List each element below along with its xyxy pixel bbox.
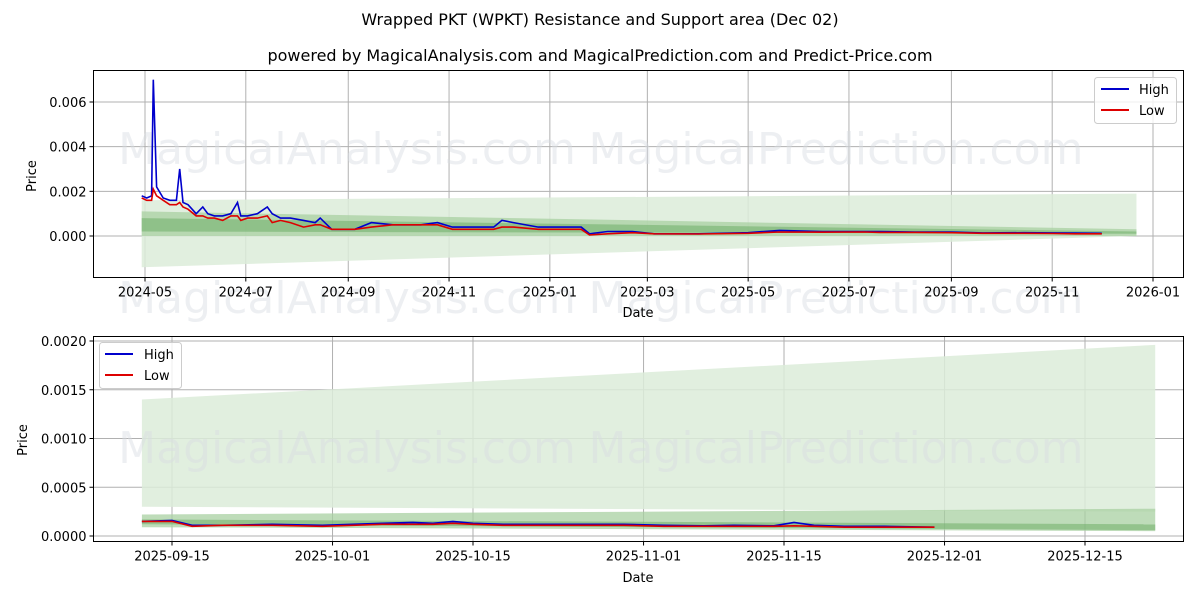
x-tick-label: 2025-12-15 [1047,550,1123,565]
bottom-y-axis-label: Price [16,424,31,456]
y-tick-label: 0.006 [49,96,86,111]
bottom-high-line [141,519,935,528]
y-tick-label: 0.0010 [41,433,87,448]
watermark-prediction: MagicalPrediction.com [589,124,1084,175]
x-tick-label: 2026-01 [1126,286,1180,301]
watermark-analysis: MagicalAnalysis.com [118,124,576,175]
top-legend-high-label: High [1139,83,1169,98]
bottom-watermarks: MagicalAnalysis.com MagicalPrediction.co… [118,423,1083,474]
x-tick-label: 2024-11 [422,286,476,301]
x-tick-label: 2025-10-01 [295,550,371,565]
y-tick-label: 0.0020 [41,335,87,350]
watermark-analysis-lower: MagicalAnalysis.com [118,273,576,324]
x-tick-label: 2025-12-01 [907,550,983,565]
x-tick-label: 2025-03 [620,286,674,301]
x-tick-label: 2025-09-15 [134,550,210,565]
top-watermarks: MagicalAnalysis.com MagicalPrediction.co… [118,124,1083,324]
x-tick-label: 2025-10-15 [435,550,511,565]
watermark-prediction-bottom: MagicalPrediction.com [589,423,1084,474]
top-y-axis-label: Price [25,160,40,192]
top-axes-frame [93,70,1184,278]
bottom-axis-ticks: 2025-09-15 2025-10-01 2025-10-15 2025-11-01… [41,335,1123,565]
chart-title: Wrapped PKT (WPKT) Resistance and Suppor… [361,10,839,29]
x-tick-label: 2025-07 [822,286,876,301]
top-price-panel: MagicalAnalysis.com MagicalPrediction.co… [25,70,1184,324]
x-tick-label: 2025-09 [924,286,978,301]
bottom-legend-high-label: High [144,348,174,363]
y-tick-label: 0.0015 [41,384,87,399]
bottom-axes-frame [93,336,1184,542]
x-tick-label: 2025-01 [523,286,577,301]
top-axis-ticks: 2024-05 2024-07 2024-09 2024-11 2025-01 2025-… [49,96,1180,301]
chart-subtitle: powered by MagicalAnalysis.com and Magic… [267,46,933,65]
y-tick-label: 0.000 [49,230,86,245]
x-tick-label: 2025-11-01 [606,550,682,565]
x-tick-label: 2024-05 [118,286,172,301]
inner-band [141,218,1137,234]
x-tick-label: 2025-11 [1025,286,1079,301]
y-tick-label: 0.002 [49,185,86,200]
bottom-x-axis-label: Date [622,571,653,586]
top-support-resistance-band [141,193,1137,268]
bottom-legend: High Low [99,342,182,389]
top-legend: High Low [1094,77,1177,124]
bottom-price-panel: MagicalAnalysis.com MagicalPrediction.co… [16,335,1184,586]
bottom-support-resistance-band [141,344,1156,532]
y-tick-label: 0.0005 [41,481,87,496]
y-tick-label: 0.0000 [41,530,87,545]
y-tick-label: 0.004 [49,141,86,156]
bottom-low-line [141,520,935,529]
watermark-analysis-bottom: MagicalAnalysis.com [118,423,576,474]
watermark-prediction-lower: MagicalPrediction.com [589,273,1084,324]
x-tick-label: 2025-05 [721,286,775,301]
top-x-axis-label: Date [622,306,653,321]
x-tick-label: 2024-09 [321,286,375,301]
top-legend-low-label: Low [1139,104,1165,119]
top-low-line [141,186,1102,236]
bottom-legend-low-label: Low [144,369,170,384]
outer-band [141,344,1156,512]
x-tick-label: 2024-07 [219,286,273,301]
x-tick-label: 2025-11-15 [746,550,822,565]
